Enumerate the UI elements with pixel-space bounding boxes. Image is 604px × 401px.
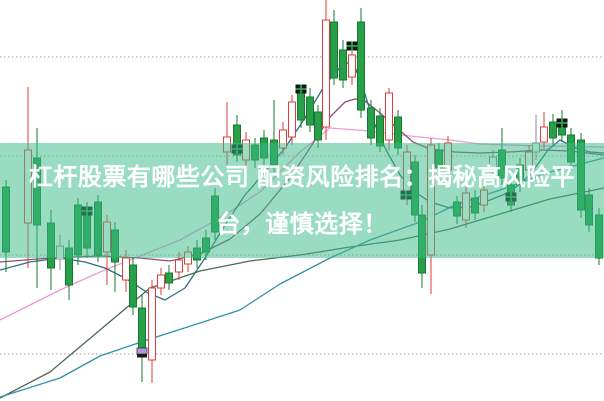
candle-down <box>540 126 548 143</box>
candle-up <box>367 107 375 139</box>
trade-marker-purple-icon <box>136 347 148 355</box>
trade-marker-purple-base <box>137 354 147 358</box>
candle-down <box>385 92 393 141</box>
candle-up <box>138 307 146 349</box>
candle-up <box>376 115 384 147</box>
headline-banner: 杠杆股票有哪些公司 配资风险排名：揭秘高风险平 台，谨慎选择！ <box>0 143 604 258</box>
candle-up <box>330 21 338 79</box>
candle-up <box>306 96 314 126</box>
candle-up <box>297 92 305 121</box>
candle-down <box>122 257 130 281</box>
candle-up <box>314 111 322 141</box>
candle-down <box>157 274 165 289</box>
headline-line-1: 杠杆股票有哪些公司 配资风险排名：揭秘高风险平 <box>28 163 576 191</box>
candle-down <box>175 259 183 273</box>
candle-down <box>288 101 296 138</box>
candle-up <box>165 272 173 284</box>
candle-up <box>357 21 365 111</box>
candle-down <box>348 54 356 78</box>
candle-down <box>322 19 330 128</box>
candle-down <box>148 287 156 361</box>
candle-up <box>129 264 137 308</box>
candle-up <box>339 49 347 81</box>
headline-line-2: 台，谨慎选择！ <box>216 210 388 238</box>
candle-up <box>549 121 557 139</box>
